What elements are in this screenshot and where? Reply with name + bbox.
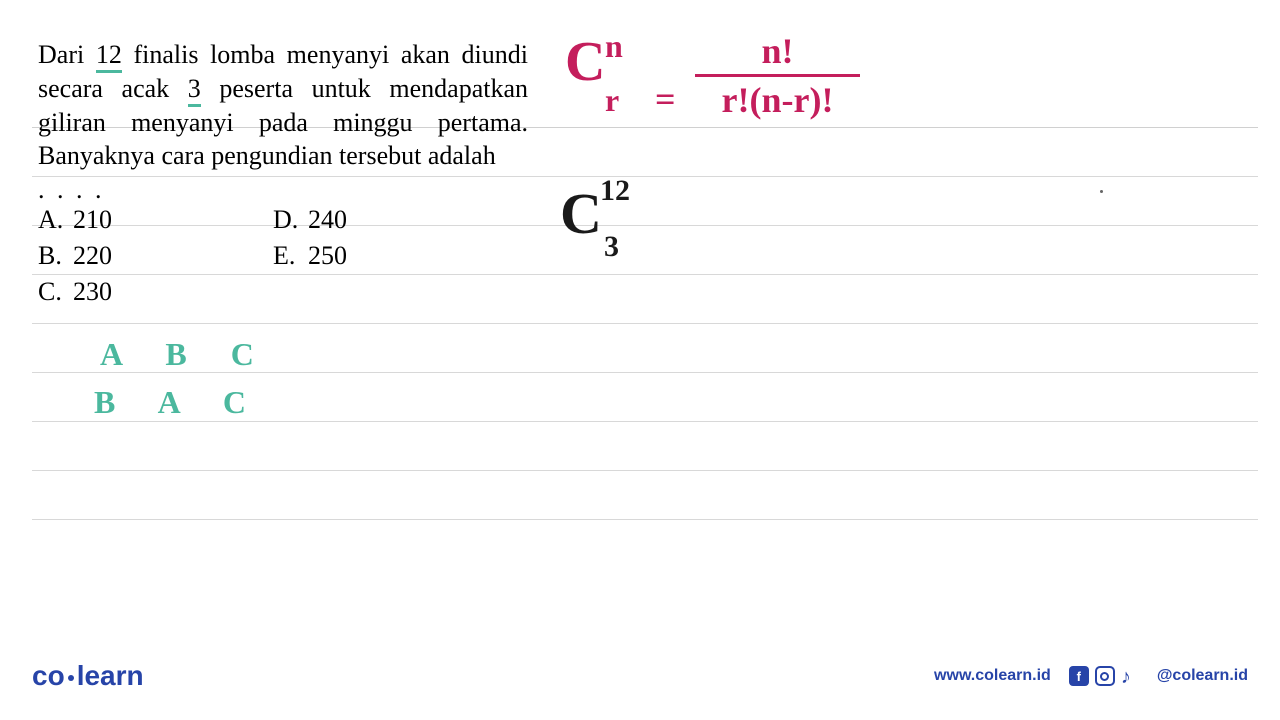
handwriting-abc-1: A B C	[100, 336, 272, 373]
option-c-label: C.	[38, 277, 73, 307]
c-12-3: C 12 3	[560, 180, 602, 247]
option-a-label: A.	[38, 205, 73, 235]
formula-numerator: n!	[695, 30, 860, 72]
tiktok-icon: ♪	[1121, 666, 1139, 686]
instagram-icon	[1095, 666, 1115, 686]
logo-dot-icon	[68, 675, 74, 681]
formula-fraction-line	[695, 74, 860, 77]
question-dots: . . . .	[38, 173, 528, 207]
option-e-value: 250	[308, 241, 347, 270]
option-b-label: B.	[38, 241, 73, 271]
underline-12: 12	[96, 40, 122, 73]
logo-co: co	[32, 660, 65, 691]
question-pre: Dari	[38, 40, 96, 69]
logo-learn: learn	[77, 660, 144, 691]
option-c-value: 230	[73, 277, 112, 306]
c123-sub: 3	[604, 230, 619, 264]
option-e-label: E.	[273, 241, 308, 271]
footer: colearn www.colearn.id f ♪ @colearn.id	[0, 660, 1280, 692]
formula-c: C	[565, 31, 605, 93]
option-d-value: 240	[308, 205, 347, 234]
formula-sub: r	[605, 82, 619, 119]
facebook-icon: f	[1069, 666, 1089, 686]
small-dot	[1100, 190, 1103, 193]
option-a-value: 210	[73, 205, 112, 234]
combination-formula: C n r = n! r!(n-r)!	[565, 30, 605, 94]
c123-c: C	[560, 181, 602, 246]
option-d-label: D.	[273, 205, 308, 235]
question-text: Dari 12 finalis lomba menyanyi akan diun…	[38, 38, 528, 207]
formula-denominator: r!(n-r)!	[695, 79, 860, 121]
formula-equals: =	[655, 78, 676, 120]
formula-sup: n	[605, 28, 623, 65]
answer-options: A.210 D.240 B.220 E.250 C.230	[38, 205, 347, 313]
option-b-value: 220	[73, 241, 112, 270]
c123-sup: 12	[600, 174, 630, 208]
handwriting-abc-2: B A C	[94, 384, 264, 421]
underline-3: 3	[188, 74, 201, 107]
footer-handle: @colearn.id	[1157, 667, 1248, 685]
social-icons: f ♪	[1069, 666, 1139, 686]
colearn-logo: colearn	[32, 660, 144, 692]
footer-url: www.colearn.id	[934, 667, 1051, 685]
